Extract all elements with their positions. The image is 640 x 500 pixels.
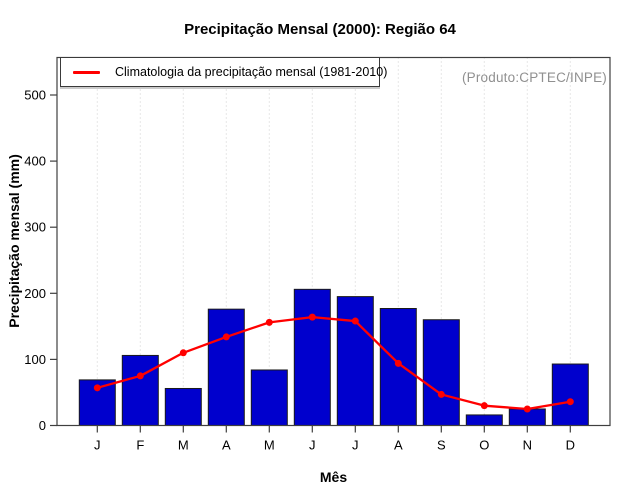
climatology-point-2	[179, 349, 187, 357]
y-tick-label-300: 300	[24, 220, 46, 235]
bar-month-8	[422, 319, 460, 426]
climatology-point-3	[222, 333, 230, 341]
x-tick-label-2: M	[178, 438, 189, 453]
x-tick-label-7: A	[394, 438, 403, 453]
climatology-point-9	[480, 402, 488, 410]
climatology-point-1	[136, 372, 144, 380]
bar-month-5	[293, 288, 331, 427]
bar-month-4	[250, 369, 288, 427]
x-tick-label-1: F	[136, 438, 144, 453]
y-tick-label-0: 0	[39, 418, 46, 433]
legend-line-icon	[73, 70, 100, 74]
source-annotation: (Produto:CPTEC/INPE)	[461, 70, 607, 85]
x-tick-label-10: N	[523, 438, 532, 453]
x-tick-label-3: A	[222, 438, 231, 453]
bar-month-11	[551, 363, 589, 427]
chart-title: Precipitação Mensal (2000): Região 64	[184, 21, 456, 38]
x-tick-label-11: D	[566, 438, 575, 453]
bar-month-6	[336, 296, 374, 427]
x-tick-label-9: O	[479, 438, 489, 453]
climatology-point-6	[351, 317, 359, 325]
y-axis-title: Precipitação mensal (mm)	[6, 154, 22, 328]
y-tick-label-100: 100	[24, 352, 46, 367]
bar-month-2	[164, 387, 202, 427]
x-tick-label-0: J	[94, 438, 101, 453]
climatology-line	[96, 315, 572, 411]
y-tick-label-200: 200	[24, 286, 46, 301]
bar-month-7	[379, 308, 417, 426]
climatology-point-11	[566, 398, 574, 406]
x-tick-label-5: J	[309, 438, 316, 453]
x-tick-label-8: S	[437, 438, 446, 453]
climatology-point-5	[308, 313, 316, 321]
legend-label: Climatologia da precipitação mensal (198…	[115, 65, 388, 79]
bar-month-9	[465, 414, 503, 427]
bar-month-3	[207, 308, 245, 426]
climatology-point-4	[265, 318, 273, 326]
climatology-point-7	[394, 359, 402, 367]
climatology-point-0	[93, 384, 101, 392]
y-tick-label-500: 500	[24, 88, 46, 103]
x-axis-title: Mês	[319, 469, 348, 485]
bar-month-1	[121, 354, 159, 426]
x-tick-label-4: M	[264, 438, 275, 453]
legend: Climatologia da precipitação mensal (198…	[60, 57, 387, 87]
climatology-point-8	[437, 390, 445, 398]
y-tick-label-400: 400	[24, 154, 46, 169]
x-tick-label-6: J	[352, 438, 359, 453]
climatology-point-10	[523, 405, 531, 413]
